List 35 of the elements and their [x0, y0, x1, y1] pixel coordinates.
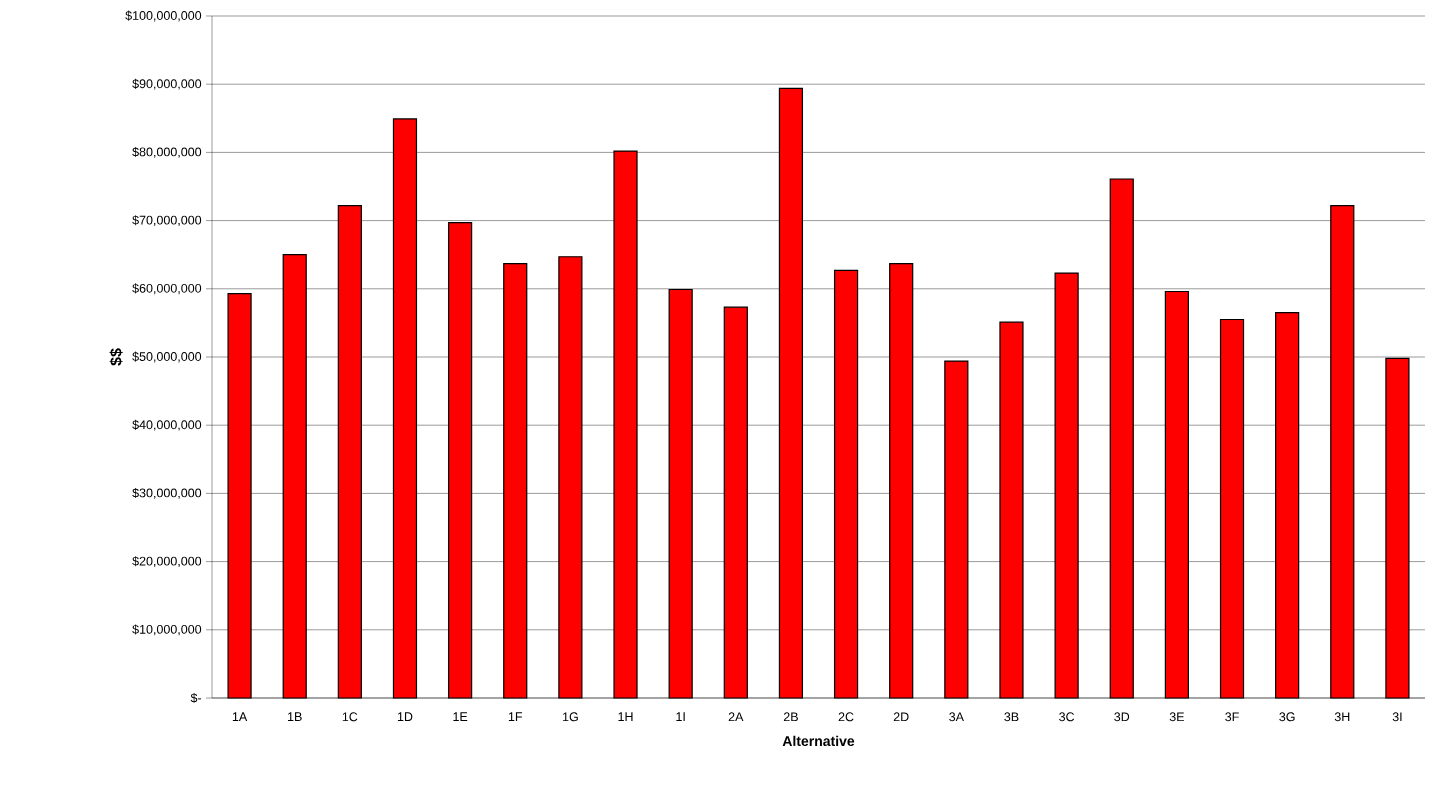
y-tick-label: $100,000,000	[125, 10, 202, 22]
x-tick-label: 3F	[1225, 712, 1239, 722]
x-tick-label: 1D	[397, 712, 413, 721]
x-tick-label: 1E	[453, 712, 468, 721]
x-tick-label: 1B	[288, 712, 302, 721]
y-tick-label: $-	[190, 692, 202, 704]
y-tick-label: $20,000,000	[132, 556, 202, 568]
x-tick-label: 3E	[1169, 712, 1184, 722]
y-tick-label: $90,000,000	[132, 78, 202, 90]
x-tick-label: 1C	[342, 712, 358, 722]
x-tick-label: 1F	[508, 712, 523, 721]
y-tick-label: $70,000,000	[132, 215, 202, 227]
x-tick-label: 3D	[1114, 712, 1130, 722]
x-tick-label: 1H	[618, 712, 633, 721]
x-tick-label: 1A	[232, 712, 248, 721]
x-tick-label: 1I	[676, 712, 685, 721]
x-tick-label: 3I	[1392, 712, 1402, 722]
y-tick-label: $60,000,000	[132, 283, 202, 295]
x-tick-label: 3C	[1059, 712, 1075, 722]
x-tick-label: 3H	[1334, 712, 1350, 722]
x-tick-label: 2D	[893, 712, 909, 722]
y-tick-label: $10,000,000	[132, 624, 202, 636]
x-tick-label: 2B	[783, 712, 798, 722]
x-tick-label: 3A	[949, 712, 964, 722]
y-tick-label: $50,000,000	[132, 351, 202, 363]
y-tick-label: $30,000,000	[132, 487, 202, 499]
y-axis-title: $$	[109, 348, 123, 366]
y-tick-label: $40,000,000	[132, 419, 202, 431]
x-tick-label: 3B	[1004, 712, 1019, 722]
x-tick-label: 2C	[838, 712, 854, 722]
y-tick-label: $80,000,000	[132, 146, 202, 158]
x-tick-label: 1G	[563, 712, 578, 722]
x-tick-label: 3G	[1279, 712, 1295, 722]
x-tick-label: 2A	[728, 712, 744, 722]
x-axis-title: Alternative	[782, 735, 855, 747]
